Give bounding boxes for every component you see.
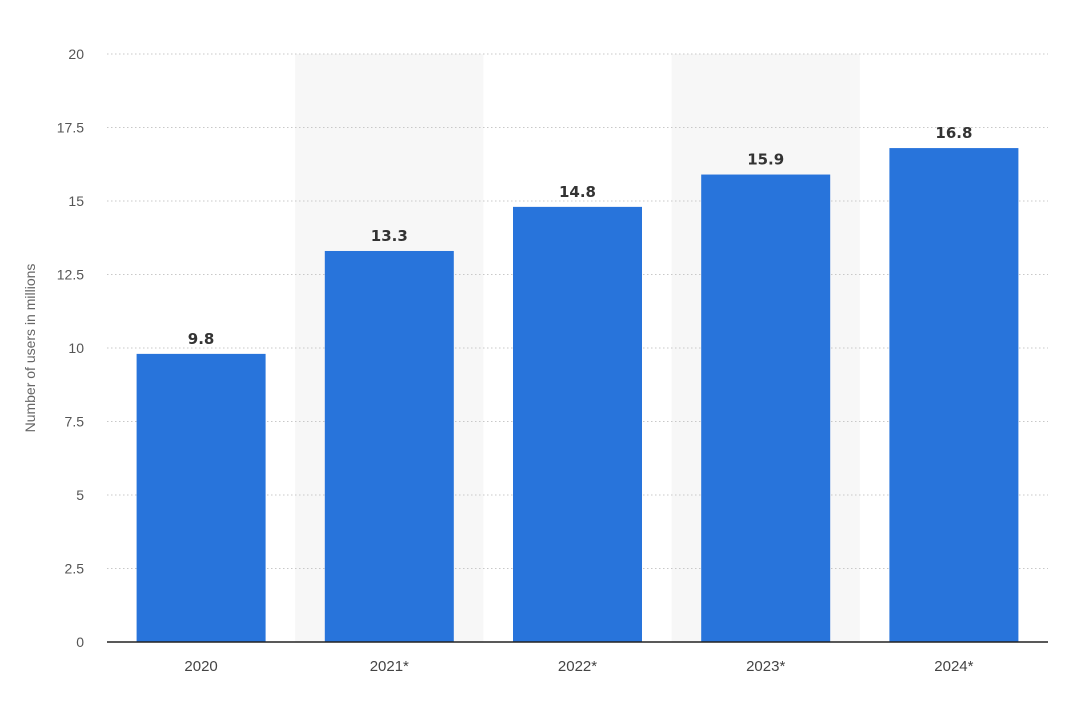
y-tick-label: 10: [68, 340, 84, 356]
y-tick-label: 0: [76, 634, 84, 650]
x-axis-categories: 2020 2021* 2022* 2023* 2024*: [184, 658, 973, 675]
data-label: 15.9: [747, 151, 784, 169]
x-category-label: 2023*: [746, 658, 785, 675]
bar: [701, 174, 831, 643]
bars: [136, 148, 1019, 643]
data-label: 13.3: [371, 227, 408, 245]
y-tick-label: 17.5: [57, 120, 84, 136]
x-category-label: 2024*: [934, 658, 973, 675]
y-tick-label: 7.5: [65, 414, 85, 430]
data-labels: 9.8 13.3 14.8 15.9 16.8: [188, 124, 973, 348]
x-category-label: 2020: [184, 658, 217, 675]
data-label: 9.8: [188, 330, 215, 348]
bar: [324, 250, 454, 643]
data-label: 16.8: [935, 124, 972, 142]
bar: [889, 148, 1019, 642]
y-axis-title: Number of users in millions: [22, 264, 38, 433]
data-label: 14.8: [559, 183, 596, 201]
bar: [136, 353, 266, 642]
y-axis-ticks: 0 2.5 5 7.5 10 12.5 15 17.5 20: [57, 46, 84, 650]
y-tick-label: 2.5: [65, 561, 85, 577]
bar: [513, 206, 642, 642]
y-tick-label: 5: [76, 487, 84, 503]
y-tick-label: 15: [68, 193, 84, 209]
y-tick-label: 12.5: [57, 267, 84, 283]
y-tick-label: 20: [68, 46, 84, 62]
x-category-label: 2021*: [370, 658, 409, 675]
x-category-label: 2022*: [558, 658, 597, 675]
